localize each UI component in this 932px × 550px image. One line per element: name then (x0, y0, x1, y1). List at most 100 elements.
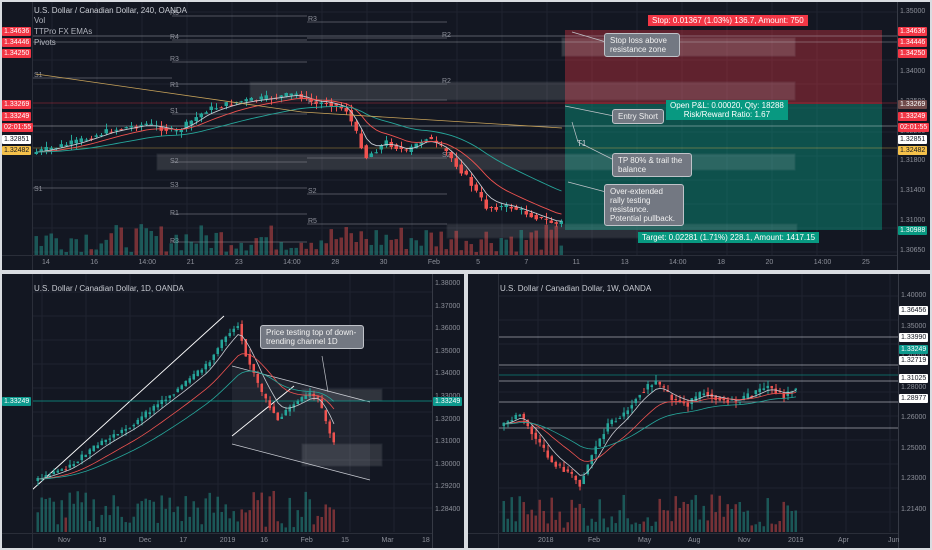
candle-1d-volume-bar (320, 516, 323, 532)
candle-4h-volume-bar (504, 239, 508, 256)
candle-1w-volume-bar (614, 523, 617, 532)
candle-4h-candle (374, 152, 378, 154)
note-stoploss[interactable]: Stop loss above resistance zone (604, 33, 680, 57)
time-axis-1d[interactable]: Nov 19 Dec 17 2019 16 Feb 15 Mar 18 (2, 533, 432, 548)
candle-1w-candle (662, 386, 665, 388)
candle-1w-candle (586, 464, 589, 474)
candle-4h-volume-bar (384, 234, 388, 256)
note-take-profit[interactable]: TP 80% & trail the balance (612, 153, 692, 177)
candle-4h-candle (499, 206, 503, 208)
candle-1d-candle (164, 399, 167, 401)
candle-4h-volume-bar (264, 237, 268, 256)
note-entry-short[interactable]: Entry Short (612, 109, 665, 124)
candle-4h-candle (144, 123, 148, 125)
left-badge: 1.32482 (2, 146, 32, 155)
candle-4h-volume-bar (339, 237, 343, 256)
candle-1w-volume-bar (506, 518, 509, 532)
time-1w-tick: Apr (838, 537, 849, 544)
candle-1w-candle (602, 434, 605, 439)
candle-1d-volume-bar (104, 505, 107, 532)
candle-1w-volume-bar (554, 519, 557, 532)
candle-4h-candle (104, 129, 108, 134)
candle-4h-volume-bar (209, 247, 213, 256)
candle-4h-volume-bar (169, 243, 173, 256)
candle-4h-candle (559, 220, 563, 224)
pivot-label: S3 (170, 182, 179, 189)
note-channel-test[interactable]: Price testing top of down-trending chann… (260, 325, 364, 349)
candle-4h-candle (329, 102, 333, 107)
candle-1w-candle (634, 399, 637, 403)
candle-1w-candle (590, 455, 593, 464)
right-price-scale[interactable]: 1.350001.345001.340001.335001.322001.318… (897, 2, 930, 270)
candle-1w-candle (726, 399, 729, 403)
candle-1w-volume-bar (574, 507, 577, 532)
candle-4h-candle (529, 213, 533, 218)
candle-1w-candle (682, 401, 685, 404)
candle-1d-volume-bar (200, 524, 203, 532)
candle-4h-candle (59, 144, 63, 147)
indicator-vol[interactable]: Vol (34, 16, 46, 25)
candle-4h-volume-bar (79, 251, 83, 256)
pivot-label: S1 (34, 186, 43, 193)
candle-1d-candle (328, 421, 331, 434)
time-axis-1w[interactable]: 2018 Feb May Aug Nov 2019 Apr Jun (468, 533, 899, 548)
candle-4h-volume-bar (109, 233, 113, 256)
resistance-box (249, 81, 796, 101)
time-1d-tick: 2019 (219, 537, 236, 544)
right-price-scale-1w[interactable]: 1.400001.350001.300001.280001.260001.250… (898, 274, 930, 548)
candle-1d-candle (232, 328, 235, 332)
candle-1d-candle (172, 394, 175, 396)
indicator-pivots[interactable]: Pivots (34, 38, 56, 47)
candle-1d-volume-bar (180, 521, 183, 532)
left-price-scale-1d[interactable]: 1.33249 (2, 274, 33, 548)
candle-4h-volume-bar (199, 225, 203, 256)
pivot-label: S2 (308, 188, 317, 195)
candle-4h-volume-bar (259, 237, 263, 256)
chart-1w-canvas[interactable] (468, 274, 930, 548)
time-axis[interactable]: 14 16 14:00 21 23 14:00 28 30 Feb 5 7 11 13 14:00 18 20… (2, 255, 897, 270)
left-price-scale-1w[interactable] (468, 274, 499, 548)
candle-1d-volume-bar (132, 516, 135, 532)
candle-1d-candle (84, 454, 87, 457)
candle-1d-candle (144, 411, 147, 418)
price-1w-badge: 1.28977 (899, 394, 929, 403)
indicator-emas[interactable]: TTPro FX EMAs (34, 27, 93, 36)
candle-4h-candle (544, 218, 548, 220)
left-price-scale[interactable]: 1.34636 1.34446 1.34250 1.33269 1.33249 02:01… (2, 2, 34, 270)
price-1d-tick: 1.28400 (435, 506, 461, 513)
chart-panel-4h[interactable]: R5 R3 R4 R2 R3 R1 R2 R1 S1 S1 S2 S2 S1 S3 S2 R1 R5 R3 1.3… (2, 2, 930, 270)
chart-4h-canvas[interactable]: R5 R3 R4 R2 R3 R1 R2 R1 S1 S1 S2 S2 S1 S3 S2 R1 R5 R3 (2, 2, 930, 270)
chart-panel-1w[interactable]: 1.400001.350001.300001.280001.260001.250… (468, 274, 930, 548)
candle-1d-candle (200, 369, 203, 373)
candle-4h-candle (324, 103, 328, 104)
candle-4h-candle (74, 139, 78, 144)
candle-4h-volume-bar (464, 240, 468, 256)
note-overextended[interactable]: Over-extended rally testing resistance. … (604, 184, 684, 226)
pnl-label: Open P&L: 0.00020, Qty: 18288 Risk/Rewar… (666, 100, 788, 120)
chart-panel-1d[interactable]: 1.33249 1.38000 1.37000 1.36000 1.35000 1.34… (2, 274, 464, 548)
candle-4h-candle (534, 215, 538, 220)
candle-1w-volume-bar (538, 499, 541, 532)
candle-4h-volume-bar (519, 229, 523, 256)
candle-1w-candle (670, 394, 673, 401)
right-price-scale-1d[interactable]: 1.38000 1.37000 1.36000 1.35000 1.34000 1.330… (432, 274, 464, 548)
candle-1w-volume-bar (562, 527, 565, 532)
candle-1w-volume-bar (586, 525, 589, 532)
candle-4h-volume-bar (224, 251, 228, 256)
candle-4h-candle (99, 135, 103, 137)
chart-1d-canvas[interactable] (2, 274, 464, 548)
time-1d-tick: 17 (179, 537, 188, 544)
candle-1w-candle (766, 385, 769, 388)
candle-4h-candle (464, 170, 468, 175)
time-1d-tick: 19 (98, 537, 107, 544)
candle-1d-volume-bar (272, 490, 275, 532)
candle-1d-candle (64, 469, 67, 471)
candle-4h-volume-bar (94, 249, 98, 256)
candle-4h-candle (504, 204, 508, 207)
candle-4h-candle (424, 139, 428, 141)
candle-1w-volume-bar (618, 510, 621, 532)
candle-1w-volume-bar (638, 523, 641, 532)
candle-4h-volume-bar (319, 240, 323, 256)
time-tick: 14:00 (813, 259, 832, 266)
candle-4h-volume-bar (524, 239, 528, 256)
